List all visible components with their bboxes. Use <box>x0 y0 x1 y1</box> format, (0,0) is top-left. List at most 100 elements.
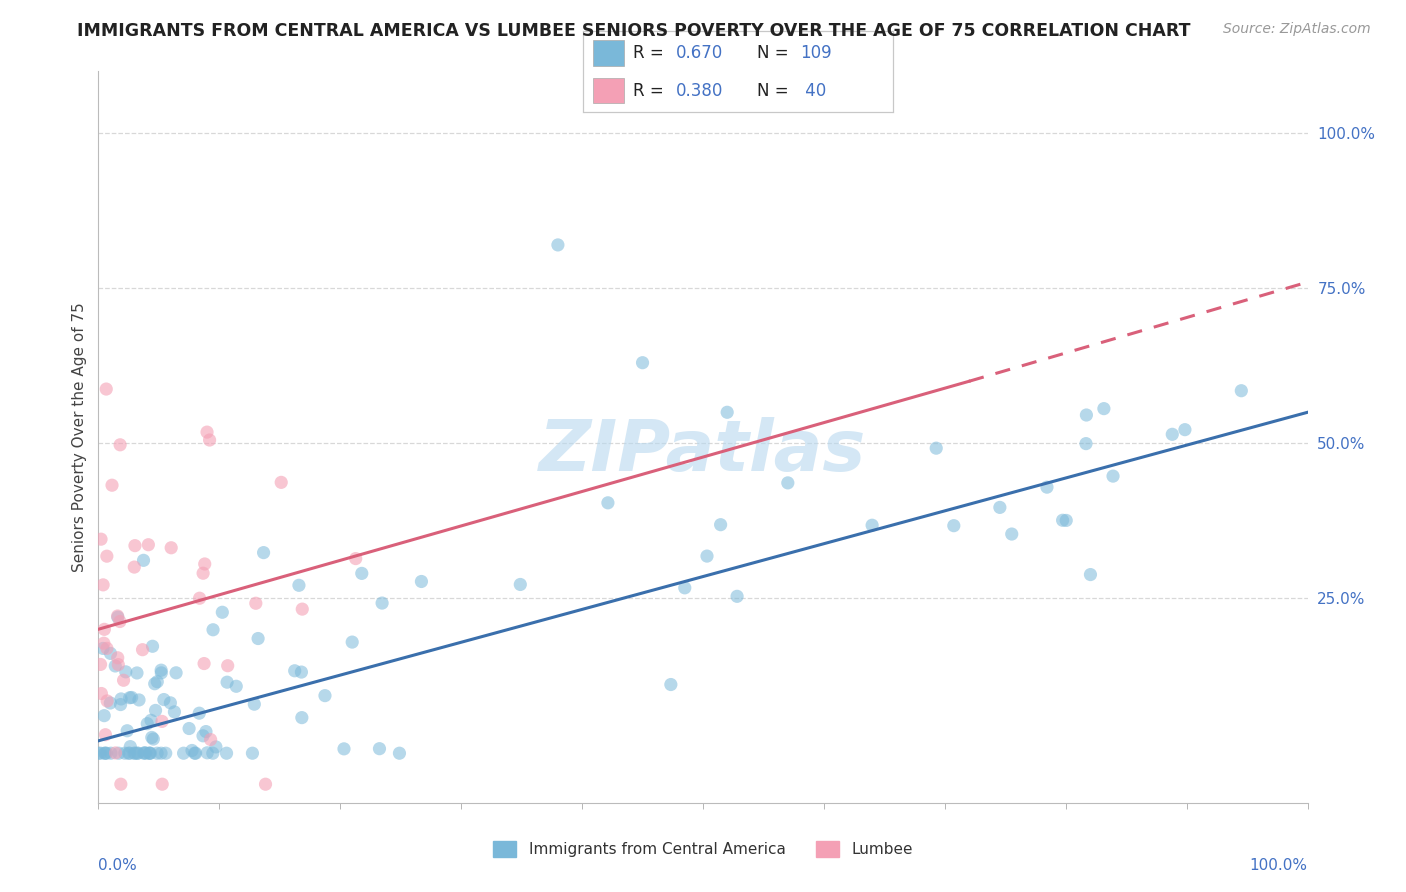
Immigrants from Central America <box>1054 513 1077 527</box>
Bar <box>593 78 624 103</box>
Immigrants from Central America <box>181 743 204 757</box>
Immigrants from Central America <box>696 549 718 563</box>
Immigrants from Central America <box>146 746 169 760</box>
Lumbee <box>188 591 211 606</box>
Immigrants from Central America <box>94 746 117 760</box>
Immigrants from Central America <box>183 746 205 760</box>
Lumbee <box>96 641 118 656</box>
Text: 0.670: 0.670 <box>676 44 724 62</box>
Lumbee <box>138 538 160 552</box>
Immigrants from Central America <box>150 665 173 680</box>
Text: 109: 109 <box>800 44 831 62</box>
Lumbee <box>101 478 124 492</box>
Lumbee <box>150 714 173 729</box>
Lumbee <box>107 657 129 672</box>
Immigrants from Central America <box>291 711 314 725</box>
Immigrants from Central America <box>925 441 948 455</box>
Lumbee <box>107 650 129 665</box>
Y-axis label: Seniors Poverty Over the Age of 75: Seniors Poverty Over the Age of 75 <box>72 302 87 572</box>
Immigrants from Central America <box>100 746 122 760</box>
Lumbee <box>104 746 127 760</box>
Immigrants from Central America <box>243 697 266 711</box>
Immigrants from Central America <box>673 581 696 595</box>
Immigrants from Central America <box>128 693 150 707</box>
Immigrants from Central America <box>100 647 122 661</box>
Lumbee <box>124 539 146 553</box>
Immigrants from Central America <box>136 716 159 731</box>
Immigrants from Central America <box>138 746 160 760</box>
Immigrants from Central America <box>411 574 433 589</box>
Immigrants from Central America <box>942 518 965 533</box>
Immigrants from Central America <box>225 679 247 693</box>
Immigrants from Central America <box>143 677 166 691</box>
Immigrants from Central America <box>368 741 391 756</box>
Text: IMMIGRANTS FROM CENTRAL AMERICA VS LUMBEE SENIORS POVERTY OVER THE AGE OF 75 COR: IMMIGRANTS FROM CENTRAL AMERICA VS LUMBE… <box>77 22 1191 40</box>
Immigrants from Central America <box>716 405 738 419</box>
Lumbee <box>254 777 277 791</box>
Immigrants from Central America <box>91 641 114 656</box>
Lumbee <box>193 657 215 671</box>
Text: 0.380: 0.380 <box>676 82 724 100</box>
Immigrants from Central America <box>247 632 270 646</box>
Lumbee <box>191 566 214 581</box>
Immigrants from Central America <box>142 732 165 747</box>
Immigrants from Central America <box>195 746 218 760</box>
Immigrants from Central America <box>107 610 129 624</box>
Lumbee <box>90 686 112 700</box>
Lumbee <box>150 777 173 791</box>
Immigrants from Central America <box>134 746 156 760</box>
Lumbee <box>160 541 183 555</box>
Lumbee <box>344 551 367 566</box>
Immigrants from Central America <box>132 746 155 760</box>
Lumbee <box>93 623 115 637</box>
Immigrants from Central America <box>194 724 217 739</box>
Immigrants from Central America <box>860 518 883 533</box>
Immigrants from Central America <box>146 674 169 689</box>
Immigrants from Central America <box>776 475 799 490</box>
Immigrants from Central America <box>118 746 141 760</box>
Text: N =: N = <box>756 82 793 100</box>
Text: 0.0%: 0.0% <box>98 858 138 872</box>
Lumbee <box>291 602 314 616</box>
Immigrants from Central America <box>1052 513 1074 527</box>
Immigrants from Central America <box>1230 384 1253 398</box>
Immigrants from Central America <box>333 742 356 756</box>
Legend: Immigrants from Central America, Lumbee: Immigrants from Central America, Lumbee <box>494 841 912 857</box>
Immigrants from Central America <box>122 746 145 760</box>
Immigrants from Central America <box>509 577 531 591</box>
Immigrants from Central America <box>350 566 373 581</box>
Immigrants from Central America <box>165 665 187 680</box>
Bar <box>593 40 624 66</box>
Immigrants from Central America <box>1074 436 1097 450</box>
Text: 100.0%: 100.0% <box>1250 858 1308 872</box>
Lumbee <box>96 382 118 396</box>
Immigrants from Central America <box>138 746 160 760</box>
Immigrants from Central America <box>314 689 336 703</box>
Immigrants from Central America <box>177 722 200 736</box>
Immigrants from Central America <box>98 696 121 710</box>
Immigrants from Central America <box>631 356 654 370</box>
Immigrants from Central America <box>150 663 173 677</box>
Immigrants from Central America <box>184 746 207 760</box>
Immigrants from Central America <box>1001 527 1024 541</box>
Immigrants from Central America <box>288 578 311 592</box>
Immigrants from Central America <box>252 546 274 560</box>
Immigrants from Central America <box>114 746 136 760</box>
Immigrants from Central America <box>290 665 312 679</box>
Lumbee <box>194 557 217 571</box>
Immigrants from Central America <box>118 746 141 760</box>
Text: Source: ZipAtlas.com: Source: ZipAtlas.com <box>1223 22 1371 37</box>
Lumbee <box>96 549 118 564</box>
Immigrants from Central America <box>93 708 115 723</box>
Immigrants from Central America <box>340 635 363 649</box>
Immigrants from Central America <box>710 517 733 532</box>
Lumbee <box>198 433 221 447</box>
Immigrants from Central America <box>217 675 239 690</box>
Lumbee <box>245 596 267 610</box>
Lumbee <box>108 438 131 452</box>
Immigrants from Central America <box>115 723 138 738</box>
Immigrants from Central America <box>205 739 228 754</box>
Immigrants from Central America <box>1080 567 1102 582</box>
Immigrants from Central America <box>132 553 155 567</box>
Immigrants from Central America <box>215 746 238 760</box>
